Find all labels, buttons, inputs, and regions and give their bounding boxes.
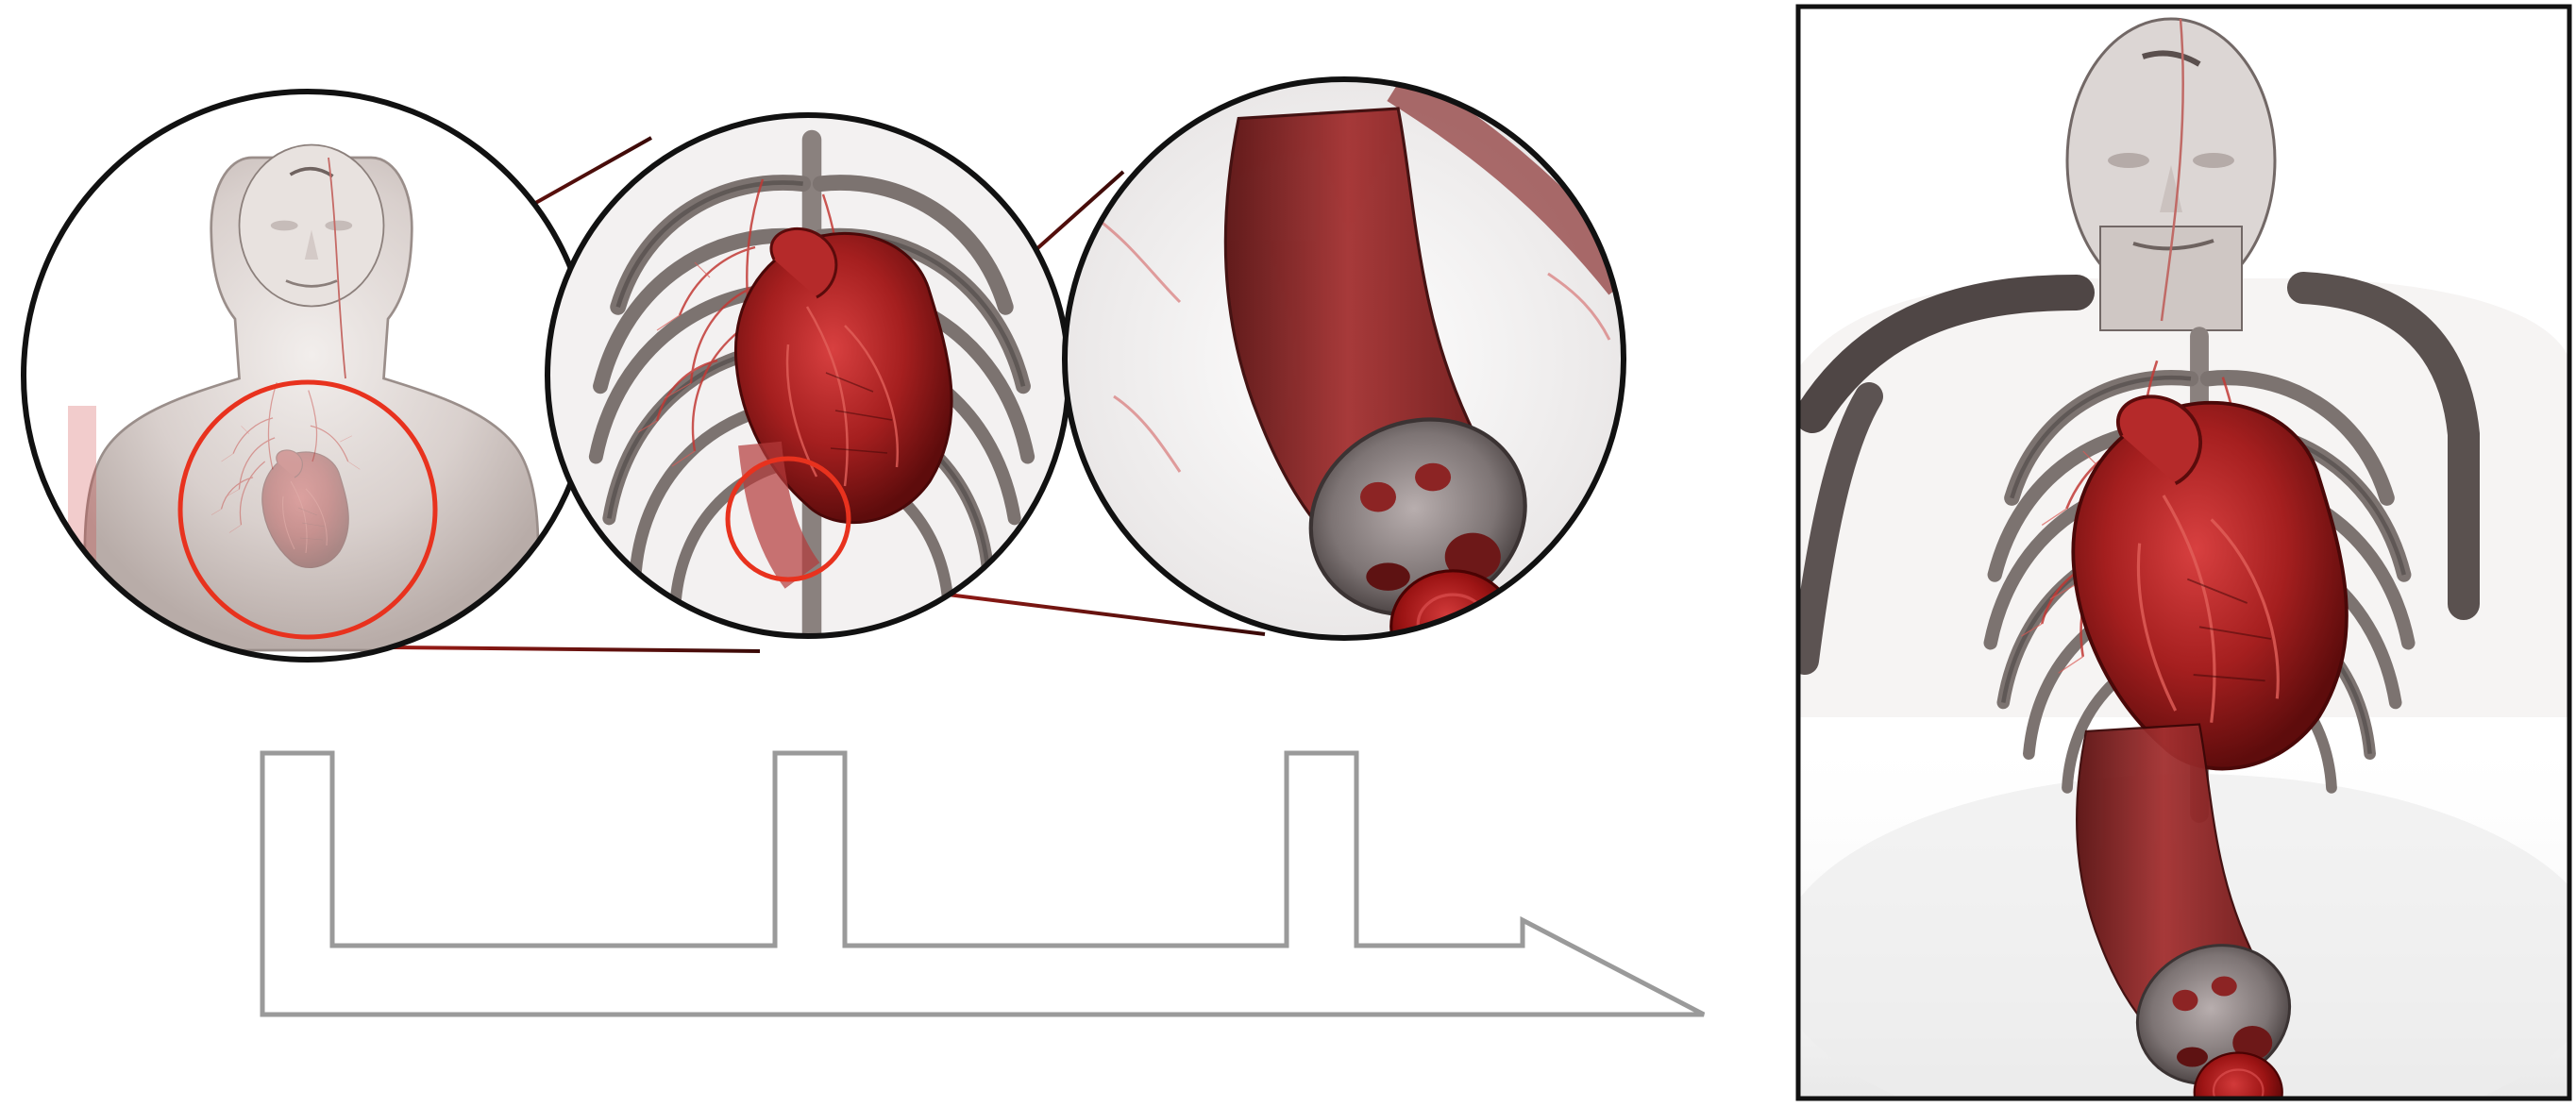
composite-panel bbox=[1795, 4, 2572, 1101]
composite-head bbox=[2065, 17, 2277, 331]
flow-arrow bbox=[260, 750, 1706, 1017]
focus-ring-2 bbox=[725, 456, 851, 582]
panel-3-border bbox=[1062, 76, 1626, 641]
composite-border bbox=[1795, 4, 2572, 1101]
panel-3-vessel bbox=[1062, 76, 1626, 641]
panel-1-full-body bbox=[21, 89, 595, 663]
focus-ring-1 bbox=[177, 379, 438, 640]
panel-2-rib-cage bbox=[545, 112, 1071, 639]
